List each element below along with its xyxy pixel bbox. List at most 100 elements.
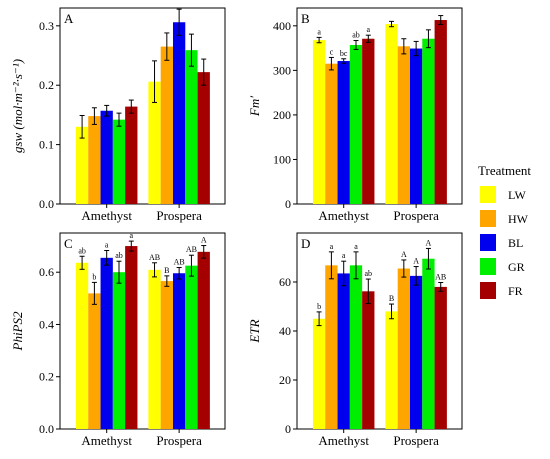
legend-swatch xyxy=(480,186,496,203)
bar-amethyst-bl xyxy=(337,273,350,429)
bar-amethyst-fr xyxy=(125,246,138,429)
error-bar xyxy=(401,38,407,55)
error-bar xyxy=(316,311,322,327)
legend-label: GR xyxy=(508,260,525,274)
bar-amethyst-lw xyxy=(312,40,326,205)
error-bar xyxy=(164,32,170,61)
error-bar xyxy=(128,99,134,114)
error-bar xyxy=(365,278,371,305)
error-bar xyxy=(104,250,110,266)
significance-label: ab xyxy=(115,251,123,260)
error-bar xyxy=(91,107,97,125)
bar-amethyst-fr xyxy=(125,106,138,204)
error-bar xyxy=(116,112,122,127)
y-tick-label: 0.4 xyxy=(39,317,54,331)
bar-prospera-gr xyxy=(185,265,198,429)
legend-item-hw: HW xyxy=(480,210,529,227)
y-axis-title: PhiPS2 xyxy=(10,311,25,351)
y-axis-title: Fm′ xyxy=(247,96,262,117)
x-tick-label: Prospera xyxy=(393,433,439,448)
y-tick-label: 20 xyxy=(279,373,291,387)
significance-label: AB xyxy=(174,257,185,266)
y-tick-label: 0 xyxy=(285,197,291,211)
bar-prospera-lw xyxy=(148,269,161,429)
error-bar xyxy=(365,34,371,43)
error-bar xyxy=(201,245,207,259)
error-bar xyxy=(79,255,85,270)
legend-item-bl: BL xyxy=(480,234,523,251)
error-bar xyxy=(425,29,431,49)
y-tick-label: 0.0 xyxy=(39,197,54,211)
x-tick-label: Amethyst xyxy=(318,433,369,448)
y-tick-label: 300 xyxy=(273,63,291,77)
y-tick-label: 0.6 xyxy=(39,265,54,279)
y-axis-title: ETR xyxy=(247,319,262,343)
significance-label: AB xyxy=(186,245,197,254)
y-tick-label: 40 xyxy=(279,324,291,338)
significance-label: a xyxy=(330,242,334,251)
x-tick-label: Amethyst xyxy=(81,433,132,448)
error-bar xyxy=(79,115,85,139)
error-bar xyxy=(188,33,194,67)
y-tick-label: 0.2 xyxy=(39,78,54,92)
significance-label: A xyxy=(201,236,207,245)
panel-letter: A xyxy=(64,11,74,26)
error-bar xyxy=(116,260,122,284)
bar-prospera-bl xyxy=(172,22,186,204)
significance-label: ab xyxy=(78,246,86,255)
panel-c: C0.00.20.40.6PhiPS2AmethystabbaabaProspe… xyxy=(10,231,226,448)
error-bar xyxy=(164,275,170,287)
bar-prospera-fr xyxy=(434,286,447,429)
y-tick-label: 0.2 xyxy=(39,370,54,384)
bar-amethyst-gr xyxy=(112,119,126,204)
error-bar xyxy=(389,303,395,320)
legend-title: Treatment xyxy=(478,163,531,178)
error-bar xyxy=(128,240,134,252)
bar-amethyst-fr xyxy=(362,38,375,205)
bar-prospera-lw xyxy=(385,311,398,429)
bar-amethyst-hw xyxy=(88,116,101,204)
panel-frame xyxy=(296,7,463,205)
bar-prospera-lw xyxy=(148,81,161,204)
bar-prospera-fr xyxy=(434,20,447,205)
bar-prospera-gr xyxy=(422,258,435,429)
bar-prospera-bl xyxy=(172,273,186,429)
legend-item-fr: FR xyxy=(480,282,523,299)
bar-amethyst-bl xyxy=(337,61,350,204)
error-bar xyxy=(341,58,347,64)
bar-amethyst-bl xyxy=(100,110,113,204)
bar-prospera-gr xyxy=(422,38,435,205)
legend: Treatment LW HW BL GR FR xyxy=(478,163,531,299)
error-bar xyxy=(438,15,444,25)
error-bar xyxy=(176,8,182,36)
error-bar xyxy=(104,104,110,117)
x-tick-label: Amethyst xyxy=(81,208,132,223)
significance-label: b xyxy=(92,272,96,281)
y-tick-label: 400 xyxy=(273,19,291,33)
legend-label: HW xyxy=(508,212,529,226)
error-bar xyxy=(425,247,431,270)
error-bar xyxy=(328,56,334,71)
bar-prospera-hw xyxy=(397,268,410,429)
significance-label: a xyxy=(317,27,321,36)
error-bar xyxy=(328,251,334,280)
significance-label: ab xyxy=(352,31,360,40)
bar-prospera-bl xyxy=(409,48,423,204)
bar-prospera-fr xyxy=(197,72,210,205)
significance-label: a xyxy=(130,231,134,240)
bar-amethyst-lw xyxy=(75,262,89,429)
legend-item-gr: GR xyxy=(480,258,525,275)
significance-label: B xyxy=(164,266,169,275)
significance-label: A xyxy=(413,257,419,266)
panel-frame xyxy=(59,232,226,430)
legend-label: FR xyxy=(508,284,523,298)
legend-swatch xyxy=(480,210,496,227)
significance-label: ab xyxy=(365,269,373,278)
significance-label: b xyxy=(317,302,321,311)
x-tick-label: Prospera xyxy=(156,208,202,223)
significance-label: a xyxy=(342,251,346,260)
x-tick-label: Prospera xyxy=(156,433,202,448)
y-tick-label: 0.0 xyxy=(39,422,54,436)
